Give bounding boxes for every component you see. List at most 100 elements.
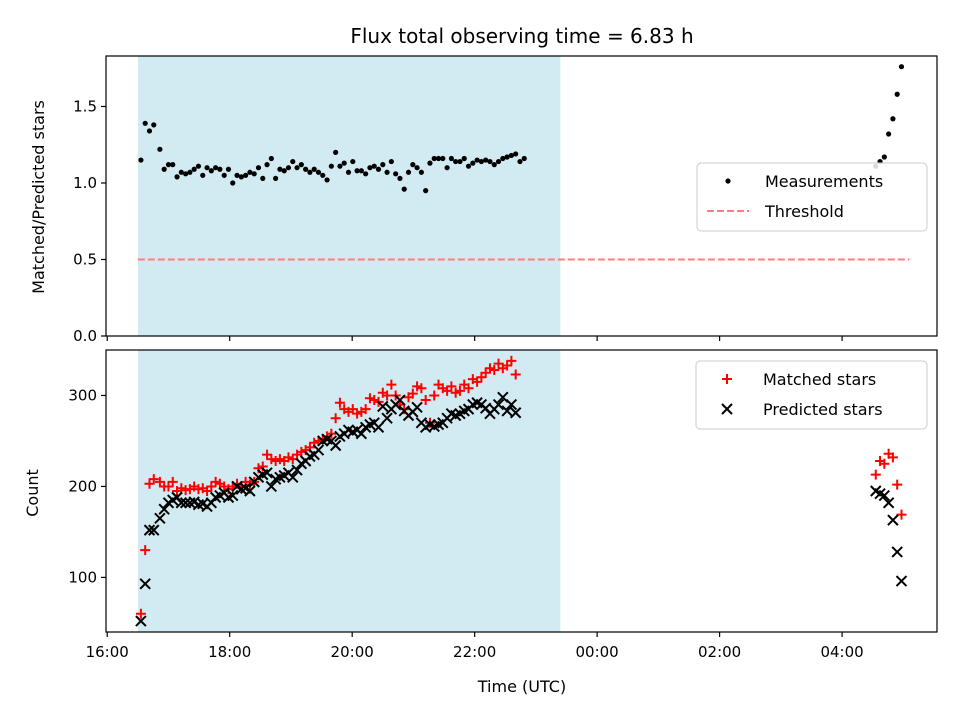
top-y-tick-label: 0.0: [73, 327, 97, 345]
measurement-point: [894, 91, 900, 97]
measurement-point: [444, 165, 450, 171]
chart-title: Flux total observing time = 6.83 h: [350, 24, 693, 48]
measurement-point: [371, 163, 377, 169]
legend-threshold-label: Threshold: [764, 202, 844, 221]
predicted-star-point: [501, 405, 513, 417]
predicted-star-point: [148, 524, 160, 536]
measurement-point: [375, 166, 382, 172]
measurement-point: [161, 166, 167, 172]
predicted-star-point: [143, 524, 156, 536]
measurement-point: [138, 157, 144, 163]
predicted-star-point: [312, 444, 325, 456]
top-y-tick-label: 1.5: [73, 97, 97, 115]
predicted-star-point: [265, 480, 278, 493]
measurement-point: [470, 160, 476, 166]
measurement-point: [495, 158, 502, 165]
measurement-point: [414, 165, 420, 171]
matched-star-point: [879, 458, 890, 469]
measurement-point: [204, 165, 210, 171]
legend-matched-marker: [722, 374, 732, 384]
measurement-point: [260, 175, 266, 182]
measurement-point: [440, 155, 446, 162]
legend-box: [695, 360, 928, 430]
predicted-star-point: [492, 398, 505, 411]
measurement-point: [341, 160, 347, 166]
matched-star-point: [896, 509, 907, 520]
matched-star-point: [330, 413, 341, 424]
measurement-point: [427, 160, 433, 166]
matched-star-point: [429, 390, 440, 401]
matched-star-point: [892, 479, 903, 490]
x-tick-label: 04:00: [820, 643, 863, 661]
predicted-star-point: [135, 615, 147, 627]
predicted-star-point: [505, 398, 518, 411]
measurement-point: [504, 154, 510, 160]
measurement-point: [435, 155, 442, 162]
matched-star-point: [140, 545, 151, 556]
measurement-point: [487, 158, 493, 165]
predicted-star-point: [291, 464, 303, 476]
predicted-star-point: [372, 421, 385, 434]
matched-star-point: [382, 390, 393, 401]
matched-star-point: [506, 355, 517, 366]
measurement-point: [165, 162, 172, 168]
measurement-point: [273, 175, 279, 182]
matched-star-point: [463, 383, 474, 394]
measurement-point: [142, 120, 148, 126]
predicted-star-point: [895, 575, 908, 587]
measurement-point: [483, 157, 489, 163]
measurement-point: [881, 154, 887, 160]
measurement-point: [311, 166, 317, 172]
measurement-point: [521, 155, 527, 162]
bottom-axes-frame: [105, 349, 938, 633]
matched-star-point: [334, 397, 345, 408]
measurement-point: [255, 165, 262, 171]
measurement-point: [388, 158, 394, 165]
x-tick-label: 02:00: [698, 643, 741, 661]
legend-measurement-marker: [725, 178, 731, 184]
x-tick-label: 22:00: [453, 643, 496, 661]
legend-matched-label: Matched stars: [763, 370, 876, 389]
measurement-point: [345, 169, 352, 175]
bottom-legend: Matched stars Predicted stars: [695, 360, 928, 430]
predicted-star-point: [394, 394, 406, 406]
measurement-point: [315, 169, 322, 175]
bottom-y-axis-label: Count: [23, 469, 42, 517]
top-y-axis-label: Matched/Predicted stars: [29, 100, 48, 294]
x-tick-label: 18:00: [208, 643, 251, 661]
matched-star-point: [454, 385, 465, 396]
predicted-star-point: [158, 503, 170, 515]
x-tick-label: 16:00: [86, 643, 129, 661]
measurement-point: [405, 169, 412, 175]
measurement-point: [478, 158, 484, 165]
predicted-star-point: [891, 546, 903, 558]
legend-predicted-marker: [721, 403, 733, 415]
measurement-point: [187, 169, 193, 175]
measurement-point: [243, 172, 249, 178]
matched-star-point: [510, 369, 521, 380]
measurement-point: [251, 171, 257, 177]
legend-predicted-label: Predicted stars: [763, 400, 883, 419]
bottom-shaded-region: [137, 350, 561, 632]
measurement-point: [358, 168, 364, 174]
measurement-point: [500, 155, 506, 162]
measurement-point: [333, 149, 339, 155]
measurement-point: [285, 165, 292, 171]
measurement-point: [384, 169, 390, 175]
measurement-point: [380, 162, 386, 168]
matched-star-point: [870, 469, 881, 480]
bottom-series-2: [135, 391, 908, 627]
measurement-point: [277, 166, 283, 172]
predicted-star-point: [175, 497, 188, 509]
measurement-point: [230, 180, 236, 186]
measurement-point: [221, 172, 227, 178]
measurement-point: [350, 158, 356, 165]
top-panel: 0.0 0.5 1.0 1.5 Measurements Threshold: [73, 55, 938, 345]
top-legend: Measurements Threshold: [696, 162, 928, 232]
matched-star-point: [416, 383, 427, 394]
measurement-point: [200, 172, 206, 178]
measurement-point: [465, 163, 472, 169]
measurement-point: [491, 162, 497, 168]
measurement-point: [264, 162, 270, 168]
measurement-point: [268, 155, 274, 162]
